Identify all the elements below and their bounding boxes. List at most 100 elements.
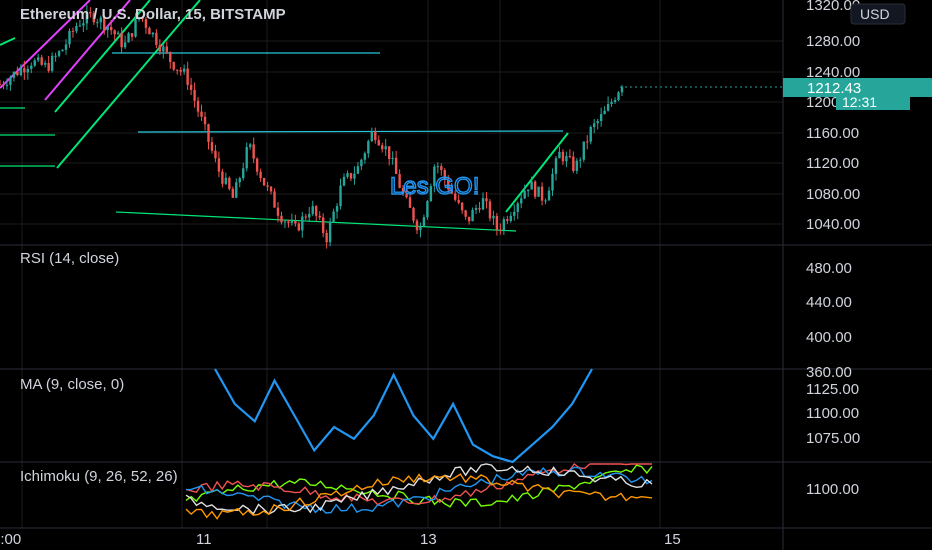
trend-line-b[interactable]: [54, 0, 151, 113]
candle-body: [144, 19, 148, 28]
candle-body: [96, 22, 99, 24]
candle-body: [172, 62, 175, 70]
candle-body: [394, 157, 398, 174]
candle-body: [50, 55, 54, 71]
trend-line-a[interactable]: [0, 37, 16, 46]
candle-body: [363, 153, 367, 160]
support-trend-line[interactable]: [115, 211, 517, 232]
candle-body: [523, 191, 526, 199]
candle-body: [228, 177, 231, 189]
candle-body: [92, 13, 96, 23]
candle-body: [23, 67, 26, 73]
candle-body: [346, 173, 349, 177]
les-go-annotation[interactable]: Les GO!: [389, 172, 480, 200]
candle-body: [596, 120, 599, 124]
candle-body: [516, 203, 519, 212]
price-tick-label: 1080.00: [806, 186, 860, 203]
candle-body: [162, 46, 165, 52]
candlestick-series[interactable]: [0, 4, 624, 249]
candle-body: [68, 30, 71, 45]
ichimoku-line: [185, 463, 652, 506]
ma-title: MA (9, close, 0): [20, 376, 124, 393]
candle-body: [16, 71, 19, 76]
currency-label[interactable]: USD: [860, 6, 890, 22]
time-axis[interactable]: 9:00 11 13 15: [0, 531, 681, 548]
price-axis-top-label: 1320.00: [806, 0, 860, 14]
candle-body: [620, 86, 624, 93]
candle-body: [457, 199, 460, 203]
candle-body: [193, 89, 196, 101]
candle-body: [339, 185, 342, 207]
time-tick-label: 13: [420, 531, 437, 548]
candle-body: [155, 32, 158, 45]
candle-body: [141, 17, 144, 20]
price-tick-label: 1240.00: [806, 64, 860, 81]
candle-body: [30, 65, 33, 69]
candle-body: [33, 60, 36, 66]
candle-body: [450, 189, 453, 194]
candle-body: [415, 220, 419, 231]
candle-body: [235, 182, 238, 198]
candle-body: [109, 26, 113, 31]
candle-body: [349, 173, 353, 179]
candle-body: [513, 211, 516, 216]
candle-body: [71, 30, 75, 32]
candle-body: [266, 185, 269, 187]
candle-body: [401, 187, 405, 194]
candle-body: [325, 232, 328, 243]
candle-body: [113, 30, 116, 35]
trend-line-c[interactable]: [56, 0, 201, 169]
candle-body: [103, 17, 106, 31]
candle-body: [530, 181, 533, 190]
candle-body: [367, 141, 370, 154]
price-tick-label: 1280.00: [806, 33, 860, 50]
breakout-trend-line[interactable]: [505, 132, 569, 213]
candle-body: [506, 219, 509, 221]
candle-body: [165, 46, 168, 52]
candle-body: [318, 215, 321, 218]
candle-body: [520, 198, 523, 204]
candle-body: [120, 32, 123, 48]
time-tick-label: 9:00: [0, 531, 21, 548]
candle-body: [328, 221, 332, 243]
ma-line[interactable]: [214, 368, 593, 464]
price-pane[interactable]: Les GO!: [0, 0, 783, 249]
candle-body: [273, 191, 276, 208]
ma-tick-label: 1125.00: [806, 381, 859, 398]
candle-body: [127, 33, 130, 43]
ichimoku-lines[interactable]: [185, 463, 653, 520]
price-axis[interactable]: 1320.00 USD 1280.001240.001200.001160.00…: [806, 0, 906, 498]
rsi-tick-label: 360.00: [806, 364, 852, 381]
candle-body: [248, 144, 252, 148]
candle-body: [85, 12, 89, 24]
ichimoku-tick-label: 1100.00: [806, 481, 859, 498]
candle-body: [544, 200, 547, 202]
candle-body: [47, 63, 50, 71]
candle-body: [89, 12, 92, 14]
candle-body: [488, 201, 492, 219]
candle-body: [75, 25, 78, 32]
candle-body: [582, 141, 585, 160]
candle-body: [419, 226, 422, 231]
candle-body: [137, 17, 141, 20]
candle-body: [210, 142, 214, 151]
candle-body: [499, 229, 502, 231]
candle-body: [429, 186, 433, 202]
candle-body: [561, 151, 565, 162]
currency-badge[interactable]: [850, 3, 906, 25]
candle-body: [134, 19, 137, 37]
candle-body: [82, 23, 85, 26]
ichimoku-line: [185, 466, 653, 514]
candle-body: [151, 32, 155, 35]
candle-body: [485, 198, 488, 202]
candle-body: [599, 114, 603, 121]
channel-line-lower[interactable]: [44, 0, 131, 101]
candle-body: [242, 168, 245, 179]
candle-body: [454, 193, 457, 200]
candle-body: [224, 177, 228, 184]
candle-body: [203, 116, 207, 125]
candle-body: [43, 63, 47, 65]
candle-body: [593, 123, 596, 127]
candle-body: [370, 131, 374, 142]
candle-body: [467, 216, 471, 222]
